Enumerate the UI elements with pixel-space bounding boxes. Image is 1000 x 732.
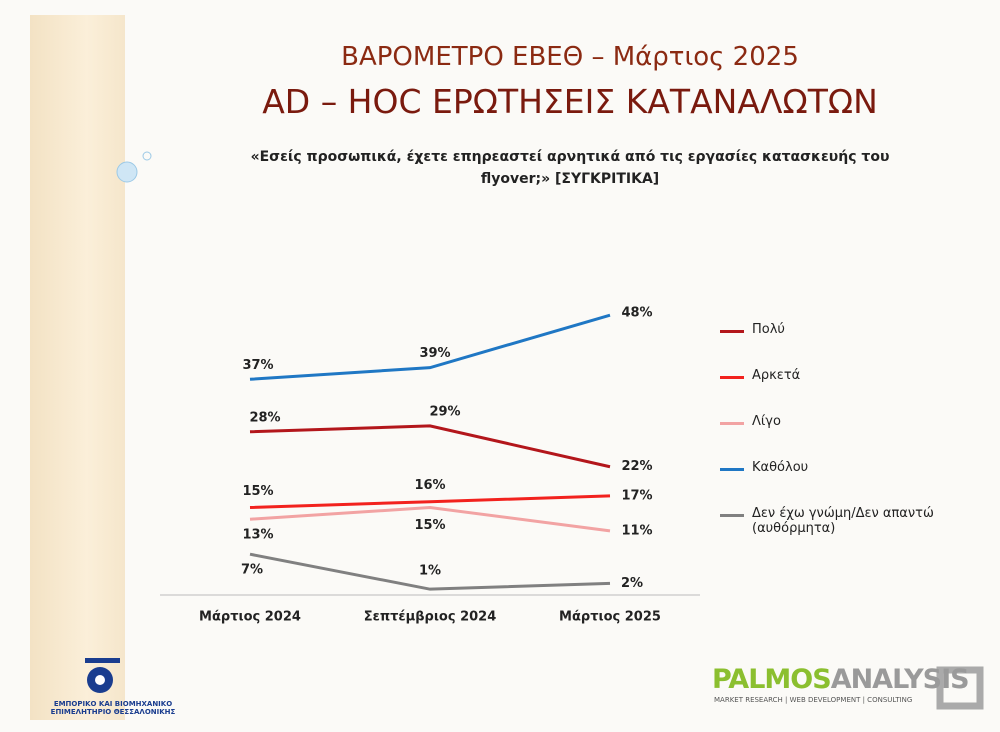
legend-swatch	[720, 330, 744, 333]
legend-swatch	[720, 422, 744, 425]
data-label: 48%	[621, 306, 652, 321]
legend-item: Δεν έχω γνώμη/Δεν απαντώ (αυθόρμητα)	[720, 506, 960, 536]
data-label: 28%	[249, 410, 280, 425]
decor-bubble	[143, 152, 151, 160]
series-line	[250, 426, 610, 467]
data-label: 16%	[414, 478, 445, 493]
x-tick-label: Μάρτιος 2024	[199, 610, 301, 625]
legend-item: Πολύ	[720, 322, 960, 337]
palmos-tagline: MARKET RESEARCH | WEB DEVELOPMENT | CONS…	[714, 696, 912, 704]
palmos-word: PALMOS	[712, 664, 831, 695]
legend-swatch	[720, 514, 744, 517]
decor-bubble	[117, 162, 137, 182]
data-label: 13%	[242, 528, 273, 543]
data-label: 37%	[242, 358, 273, 373]
series-line	[250, 496, 610, 508]
slide: ΒΑΡΟΜΕΤΡΟ ΕΒΕΘ – Μάρτιος 2025 AD – HOC Ε…	[0, 0, 1000, 732]
data-label: 2%	[621, 576, 643, 591]
data-label: 11%	[621, 523, 652, 538]
data-label: 7%	[241, 563, 263, 578]
data-label: 15%	[242, 484, 273, 499]
chamber-icon	[85, 658, 120, 693]
legend-label: Λίγο	[752, 414, 781, 429]
data-label: 17%	[621, 488, 652, 503]
data-label: 29%	[429, 404, 460, 419]
analysis-word: ANALYSIS	[831, 664, 969, 695]
data-label: 22%	[621, 459, 652, 474]
chamber-logo: ΕΜΠΟΡΙΚΟ ΚΑΙ ΒΙΟΜΗΧΑΝΙΚΟ ΕΠΙΜΕΛΗΤΗΡΙΟ ΘΕ…	[38, 700, 188, 716]
legend-item: Λίγο	[720, 414, 960, 429]
legend-swatch	[720, 376, 744, 379]
x-tick-label: Σεπτέμβριος 2024	[364, 610, 497, 625]
data-label: 15%	[414, 518, 445, 533]
legend-label: Πολύ	[752, 322, 785, 337]
legend-swatch	[720, 468, 744, 471]
legend-label: Καθόλου	[752, 460, 808, 475]
legend-item: Αρκετά	[720, 368, 960, 383]
x-tick-label: Μάρτιος 2025	[559, 610, 661, 625]
data-label: 39%	[419, 346, 450, 361]
palmos-logo: PALMOSANALYSIS	[712, 664, 969, 695]
data-label: 1%	[419, 564, 441, 579]
chart: Μάρτιος 2024 Σεπτέμβριος 2024 Μάρτιος 2025…	[0, 0, 1000, 732]
legend-label: Αρκετά	[752, 368, 800, 383]
legend-item: Καθόλου	[720, 460, 960, 475]
legend-label: Δεν έχω γνώμη/Δεν απαντώ (αυθόρμητα)	[752, 506, 960, 536]
